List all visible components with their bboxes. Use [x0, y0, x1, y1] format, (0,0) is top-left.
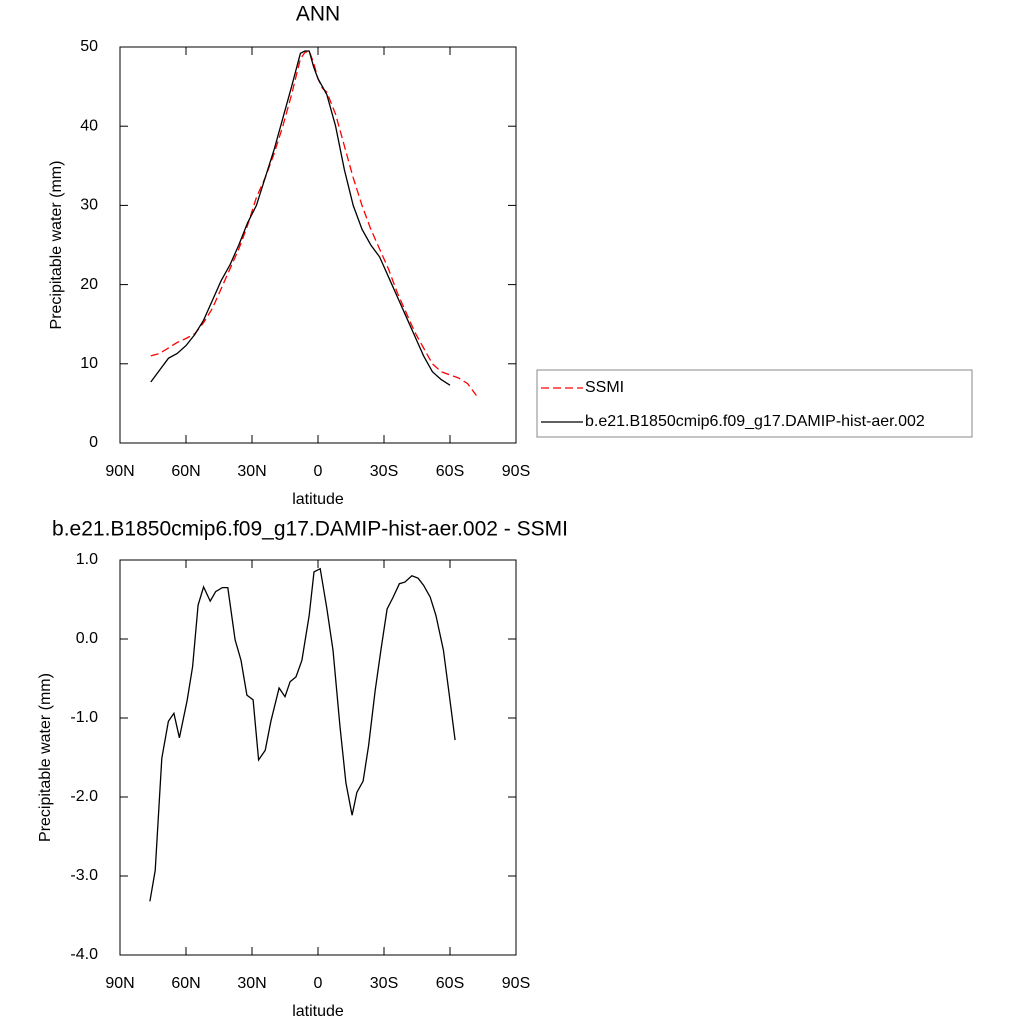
plot-frame [119, 46, 517, 444]
data-line [150, 50, 451, 386]
y-tick-label: 20 [80, 276, 98, 293]
x-axis-label: latitude [292, 1003, 344, 1020]
chart-title: b.e21.B1850cmip6.f09_g17.DAMIP-hist-aer.… [52, 518, 568, 541]
y-axis-label: Precipitable water (mm) [48, 161, 65, 330]
data-line [149, 567, 456, 902]
x-tick-label: 60N [171, 463, 200, 480]
x-tick-label: 90S [502, 975, 530, 992]
y-tick-label: -2.0 [70, 788, 98, 805]
y-tick-label: 0 [89, 434, 98, 451]
x-tick-label: 90S [502, 463, 530, 480]
x-tick-label: 90N [105, 975, 134, 992]
x-axis-label: latitude [292, 491, 344, 508]
y-tick-label: 40 [80, 117, 98, 134]
y-tick-label: 1.0 [76, 551, 98, 568]
x-tick-label: 60N [171, 975, 200, 992]
x-tick-label: 30S [370, 463, 398, 480]
plot-frame [119, 559, 517, 956]
x-tick-label: 30S [370, 975, 398, 992]
y-tick-label: -4.0 [70, 946, 98, 963]
x-tick-label: 0 [314, 463, 323, 480]
chart-title: ANN [296, 3, 340, 26]
x-tick-label: 60S [436, 463, 464, 480]
x-tick-label: 30N [237, 463, 266, 480]
data-line [150, 50, 477, 396]
y-tick-label: 30 [80, 197, 98, 214]
legend-label: SSMI [585, 379, 624, 396]
x-tick-label: 30N [237, 975, 266, 992]
x-tick-label: 90N [105, 463, 134, 480]
y-axis-label: Precipitable water (mm) [37, 673, 54, 842]
y-tick-label: -1.0 [70, 709, 98, 726]
legend-box [536, 369, 973, 438]
y-tick-label: 10 [80, 355, 98, 372]
legend-label: b.e21.B1850cmip6.f09_g17.DAMIP-hist-aer.… [585, 413, 925, 430]
x-tick-label: 60S [436, 975, 464, 992]
x-tick-label: 0 [314, 975, 323, 992]
y-tick-label: -3.0 [70, 867, 98, 884]
y-tick-label: 0.0 [76, 630, 98, 647]
y-tick-label: 50 [80, 38, 98, 55]
